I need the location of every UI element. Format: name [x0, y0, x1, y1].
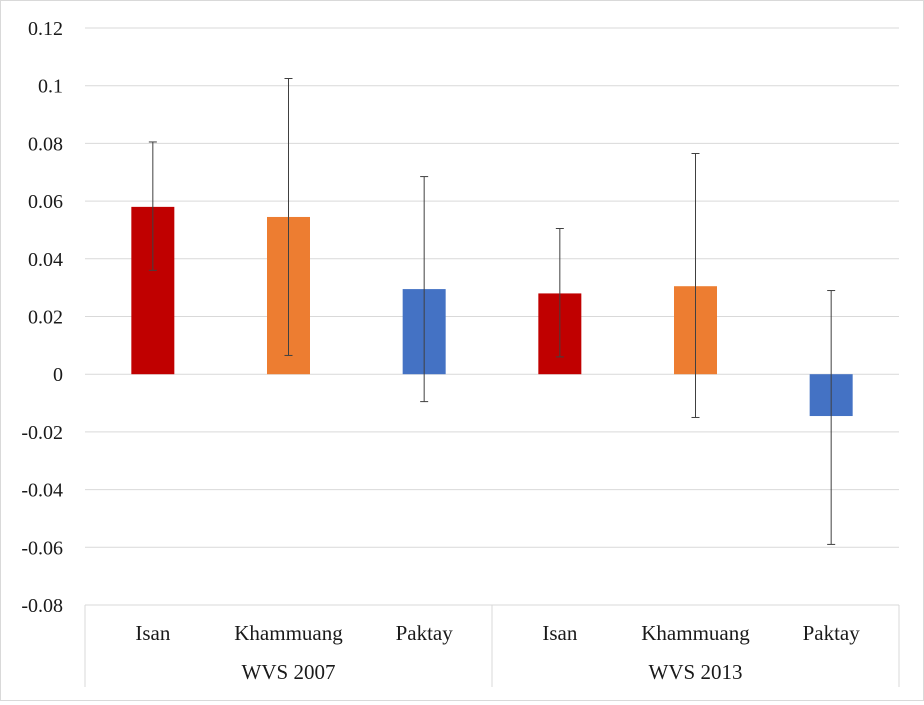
y-tick-label: -0.08 — [21, 595, 63, 617]
x-category-label: Paktay — [803, 621, 861, 645]
x-axis: Isan Khammuang Paktay WVS 2007 Isan Khammuang… — [84, 605, 900, 687]
x-category-label: Khammuang — [234, 621, 343, 645]
y-tick-label: -0.06 — [21, 537, 63, 559]
x-category-label: Paktay — [396, 621, 454, 645]
x-category-label: Isan — [542, 621, 577, 645]
y-tick-label: 0 — [53, 364, 63, 386]
y-tick-label: 0.1 — [38, 76, 63, 98]
x-category-label: Isan — [135, 621, 170, 645]
bars — [131, 206, 853, 417]
x-category-label: Khammuang — [641, 621, 750, 645]
y-tick-label: 0.02 — [28, 307, 63, 329]
y-tick-label: 0.06 — [28, 191, 63, 213]
y-axis-tick-labels: 0.12 0.1 0.08 0.06 0.04 0.02 0 -0.02 -0.04 -0.06 -… — [21, 18, 63, 617]
x-group-label: WVS 2007 — [242, 660, 336, 684]
y-tick-label: 0.08 — [28, 133, 63, 155]
gridlines — [85, 27, 899, 606]
x-group-label: WVS 2013 — [649, 660, 743, 684]
y-tick-label: -0.04 — [21, 480, 63, 502]
y-tick-label: 0.12 — [28, 18, 63, 40]
y-tick-label: -0.02 — [21, 422, 63, 444]
error-bars — [148, 77, 836, 545]
y-tick-label: 0.04 — [28, 249, 63, 271]
